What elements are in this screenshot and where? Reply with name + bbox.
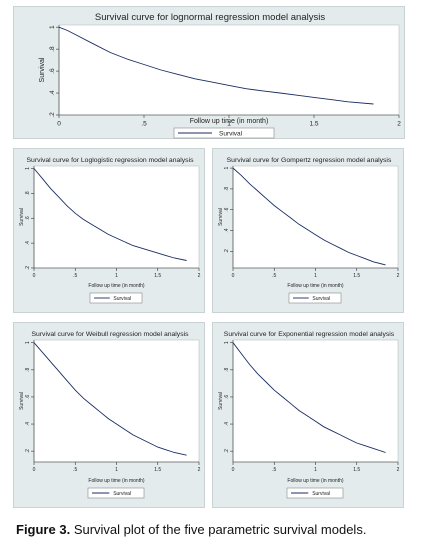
x-tick-label: 2 bbox=[397, 273, 400, 279]
x-tick-label: 2 bbox=[198, 273, 201, 279]
y-tick-label: .2 bbox=[25, 266, 31, 270]
chart-panel-lognormal: Survival curve for lognormal regression … bbox=[13, 6, 405, 139]
x-axis-label: Follow up time (in month) bbox=[88, 478, 144, 484]
chart-title: Survival curve for Weibull regression mo… bbox=[31, 331, 189, 338]
x-tick-label: 0 bbox=[232, 273, 235, 279]
survival-series-line bbox=[33, 168, 187, 261]
chart-title: Survival curve for lognormal regression … bbox=[95, 12, 325, 23]
chart-panel-exponential: Survival curve for Exponential regressio… bbox=[212, 322, 404, 508]
y-tick-label: .2 bbox=[49, 112, 56, 118]
chart-title: Survival curve for Gompertz regression m… bbox=[227, 157, 392, 164]
legend-box bbox=[288, 292, 342, 304]
chart-title: Survival curve for Loglogistic regressio… bbox=[27, 157, 195, 164]
x-tick-label: 0 bbox=[57, 121, 61, 128]
survival-series-line bbox=[33, 342, 187, 456]
chart-gompertz: Survival curve for Gompertz regression m… bbox=[218, 157, 400, 304]
x-axis-label: Follow up time (in month) bbox=[88, 283, 144, 289]
y-axis-label: Survival bbox=[218, 208, 224, 226]
plot-area bbox=[33, 339, 200, 463]
y-axis-label: Survival bbox=[19, 208, 25, 226]
y-tick-label: .8 bbox=[49, 46, 56, 52]
chart-panel-loglogistic: Survival curve for Loglogistic regressio… bbox=[13, 148, 205, 313]
y-tick-label: 1 bbox=[25, 167, 31, 170]
figure-caption: Figure 3. Survival plot of the five para… bbox=[16, 522, 426, 537]
y-tick-label: .2 bbox=[224, 249, 230, 253]
survival-series-line bbox=[232, 342, 386, 453]
survival-series-line bbox=[58, 26, 374, 105]
x-tick-label: 1 bbox=[115, 467, 118, 473]
y-tick-label: .8 bbox=[224, 368, 230, 372]
legend-box bbox=[173, 127, 275, 139]
legend-label: Survival bbox=[312, 296, 330, 302]
x-tick-label: 1 bbox=[115, 273, 118, 279]
x-axis-label: Follow up time (in month) bbox=[287, 283, 343, 289]
x-tick-label: 1.5 bbox=[353, 273, 360, 279]
y-tick-label: .2 bbox=[25, 449, 31, 453]
legend-box bbox=[286, 487, 344, 499]
x-tick-label: .5 bbox=[272, 273, 276, 279]
y-tick-label: .6 bbox=[25, 216, 31, 220]
x-tick-label: 0 bbox=[33, 273, 36, 279]
x-tick-label: 0 bbox=[33, 467, 36, 473]
y-tick-label: .4 bbox=[224, 422, 230, 426]
y-axis-label: Survival bbox=[39, 57, 46, 82]
legend-label: Survival bbox=[219, 130, 243, 137]
x-tick-label: .5 bbox=[73, 273, 77, 279]
survival-series-line bbox=[232, 167, 386, 266]
y-tick-label: 1 bbox=[224, 341, 230, 344]
plot-area bbox=[232, 339, 399, 463]
x-axis-label: Follow up time (in month) bbox=[190, 118, 269, 125]
chart-lognormal: Survival curve for lognormal regression … bbox=[39, 12, 401, 139]
figure-label: Figure 3. bbox=[16, 522, 71, 537]
chart-weibull: Survival curve for Weibull regression mo… bbox=[19, 331, 201, 499]
x-tick-label: 1.5 bbox=[309, 121, 318, 128]
y-tick-label: 1 bbox=[25, 341, 31, 344]
y-tick-label: .8 bbox=[25, 368, 31, 372]
y-tick-label: .4 bbox=[25, 422, 31, 426]
x-tick-label: 2 bbox=[198, 467, 201, 473]
legend-box bbox=[87, 487, 145, 499]
y-tick-label: .6 bbox=[224, 207, 230, 211]
x-axis-label: Follow up time (in month) bbox=[287, 478, 343, 484]
legend-box bbox=[89, 292, 143, 304]
x-tick-label: .5 bbox=[73, 467, 77, 473]
y-tick-label: 1 bbox=[224, 166, 230, 169]
y-tick-label: .4 bbox=[25, 241, 31, 245]
x-tick-label: 0 bbox=[232, 467, 235, 473]
x-tick-label: 1.5 bbox=[154, 273, 161, 279]
x-tick-label: .5 bbox=[272, 467, 276, 473]
chart-panel-weibull: Survival curve for Weibull regression mo… bbox=[13, 322, 205, 508]
x-tick-label: 1 bbox=[314, 273, 317, 279]
x-tick-label: 2 bbox=[397, 467, 400, 473]
y-tick-label: .8 bbox=[25, 191, 31, 195]
y-tick-label: .6 bbox=[25, 395, 31, 399]
y-tick-label: .6 bbox=[49, 68, 56, 74]
plot-area bbox=[33, 165, 200, 269]
chart-loglogistic: Survival curve for Loglogistic regressio… bbox=[19, 157, 201, 304]
y-tick-label: .2 bbox=[224, 449, 230, 453]
x-tick-label: 2 bbox=[397, 121, 401, 128]
y-tick-label: .4 bbox=[49, 90, 56, 96]
y-axis-label: Survival bbox=[19, 392, 25, 410]
x-tick-label: 1 bbox=[314, 467, 317, 473]
legend-label: Survival bbox=[113, 491, 131, 497]
y-tick-label: .6 bbox=[224, 395, 230, 399]
y-tick-label: .8 bbox=[224, 187, 230, 191]
x-tick-label: 1.5 bbox=[154, 467, 161, 473]
x-tick-label: 1 bbox=[227, 121, 231, 128]
x-tick-label: 1.5 bbox=[353, 467, 360, 473]
y-tick-label: 1 bbox=[49, 25, 56, 29]
chart-exponential: Survival curve for Exponential regressio… bbox=[218, 331, 400, 499]
legend-label: Survival bbox=[312, 491, 330, 497]
chart-panel-gompertz: Survival curve for Gompertz regression m… bbox=[212, 148, 404, 313]
x-tick-label: .5 bbox=[141, 121, 147, 128]
figure-caption-text: Survival plot of the five parametric sur… bbox=[73, 522, 367, 537]
y-axis-label: Survival bbox=[218, 392, 224, 410]
plot-area bbox=[58, 24, 400, 116]
chart-title: Survival curve for Exponential regressio… bbox=[224, 331, 395, 338]
plot-area bbox=[232, 165, 399, 269]
y-tick-label: .4 bbox=[224, 228, 230, 232]
legend-label: Survival bbox=[113, 296, 131, 302]
